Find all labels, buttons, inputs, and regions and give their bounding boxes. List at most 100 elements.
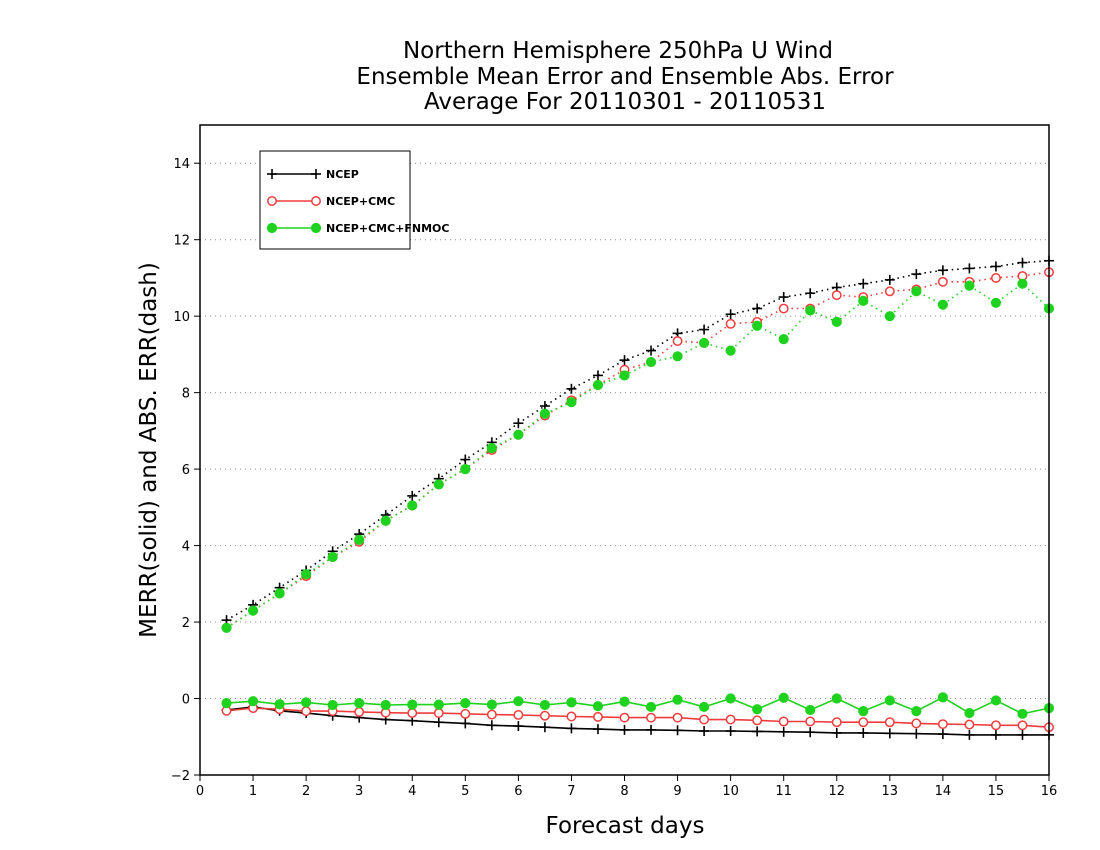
point-merr-ncep-cmc-fnmoc [327,699,338,711]
y-tick-label: 14 [173,157,190,172]
point-merr-ncep-cmc-fnmoc [592,701,604,712]
point-abserr-ncep [858,278,869,289]
point-abserr-ncep-cmc-fnmoc [698,337,710,349]
point-merr-ncep [433,717,444,728]
x-axis-label: Forecast days [546,813,705,839]
point-abserr-ncep-cmc-fnmoc [1017,278,1028,289]
point-merr-ncep-cmc-fnmoc [433,699,444,710]
point-abserr-ncep-cmc-fnmoc [725,345,736,356]
point-merr-ncep-cmc [858,717,869,728]
y-tick-label: 8 [182,387,190,402]
point-merr-ncep [752,726,763,737]
point-merr-ncep [672,725,683,736]
chart-title-line-3: Average For 20110301 - 20110531 [424,89,826,115]
point-merr-ncep-cmc [460,708,471,719]
point-abserr-ncep [964,263,975,274]
legend-marker [311,169,321,179]
point-abserr-ncep-cmc-fnmoc [858,295,869,306]
point-abserr-ncep-cmc-fnmoc [460,464,471,475]
point-merr-ncep-cmc [990,720,1001,731]
point-merr-ncep-cmc [699,714,710,725]
series-line-abserr-ncep-cmc [226,271,1050,629]
point-abserr-ncep-cmc-fnmoc [380,515,391,526]
point-abserr-ncep [778,292,789,303]
point-merr-ncep [937,729,948,740]
point-merr-ncep-cmc-fnmoc [831,693,842,704]
x-tick-label: 4 [408,784,416,799]
point-abserr-ncep [566,383,577,394]
point-merr-ncep-cmc-fnmoc [247,696,259,707]
point-merr-ncep-cmc [513,710,524,720]
point-abserr-ncep-cmc [725,318,736,329]
point-merr-ncep-cmc [593,711,603,722]
point-merr-ncep-cmc-fnmoc [380,699,391,711]
point-abserr-ncep-cmc [672,336,683,346]
point-merr-ncep-cmc [301,706,312,717]
point-abserr-ncep [990,261,1001,272]
point-merr-ncep-cmc-fnmoc [274,699,285,710]
x-tick-label: 1 [249,784,257,799]
point-merr-ncep [619,724,630,735]
point-abserr-ncep-cmc-fnmoc [831,316,842,328]
point-abserr-ncep-cmc-fnmoc [592,379,604,391]
point-abserr-ncep-cmc-fnmoc [486,442,497,454]
point-merr-ncep [539,722,550,733]
point-merr-ncep-cmc [672,712,683,723]
point-abserr-ncep [646,345,657,356]
point-merr-ncep [486,720,497,731]
point-merr-ncep-cmc [407,708,418,719]
x-tick-label: 6 [514,784,522,799]
point-merr-ncep-cmc [354,706,365,717]
point-merr-ncep-cmc [805,716,816,727]
point-merr-ncep [566,723,577,734]
legend-marker [310,222,322,234]
point-abserr-ncep-cmc-fnmoc [964,280,975,291]
point-merr-ncep-cmc-fnmoc [725,693,736,704]
point-abserr-ncep-cmc-fnmoc [805,305,816,316]
point-abserr-ncep [725,309,736,320]
point-merr-ncep [990,729,1001,740]
x-tick-label: 16 [1041,784,1058,799]
point-abserr-ncep-cmc-fnmoc [937,299,948,310]
point-merr-ncep [778,726,789,737]
point-merr-ncep-cmc [884,717,895,728]
x-tick-label: 9 [673,784,681,799]
point-abserr-ncep-cmc-fnmoc [645,356,657,368]
x-tick-label: 2 [302,784,310,799]
y-tick-label: 2 [182,616,190,631]
point-merr-ncep-cmc-fnmoc [460,698,471,709]
point-abserr-ncep [460,454,471,465]
point-merr-ncep [699,726,710,737]
point-abserr-ncep-cmc-fnmoc [274,588,285,599]
point-merr-ncep-cmc-fnmoc [1017,708,1028,719]
x-tick-label: 8 [620,784,628,799]
point-merr-ncep-cmc [646,712,656,723]
point-merr-ncep [513,721,524,732]
point-merr-ncep-cmc-fnmoc [539,699,551,711]
point-abserr-ncep-cmc-fnmoc [672,351,683,362]
x-tick-label: 15 [988,784,1005,799]
series-layer [221,255,1055,740]
point-abserr-ncep-cmc-fnmoc [990,297,1002,308]
point-merr-ncep [831,727,842,738]
point-abserr-ncep-cmc-fnmoc [539,408,551,419]
point-abserr-ncep-cmc-fnmoc [247,605,259,616]
legend: NCEP NCEP+CMC NCEP+CMC+FNMOC [259,150,449,250]
x-tick-label: 3 [355,784,363,799]
point-merr-ncep-cmc-fnmoc [221,698,232,709]
x-tick-label: 10 [722,784,739,799]
legend-marker [266,222,278,234]
point-abserr-ncep-cmc [937,276,948,287]
y-tick-label: 0 [182,693,190,708]
point-merr-ncep-cmc [725,714,736,725]
y-axis-label: MERR(solid) and ABS. ERR(dash) [136,262,162,638]
series-line-abserr-ncep [226,259,1050,621]
point-merr-ncep-cmc-fnmoc [566,697,577,708]
legend-box [259,150,411,250]
point-abserr-ncep [884,274,895,285]
chart-title-line-2: Ensemble Mean Error and Ensemble Abs. Er… [356,64,894,90]
point-merr-ncep-cmc [539,710,550,721]
point-merr-ncep [911,728,922,739]
point-merr-ncep-cmc [566,711,577,722]
